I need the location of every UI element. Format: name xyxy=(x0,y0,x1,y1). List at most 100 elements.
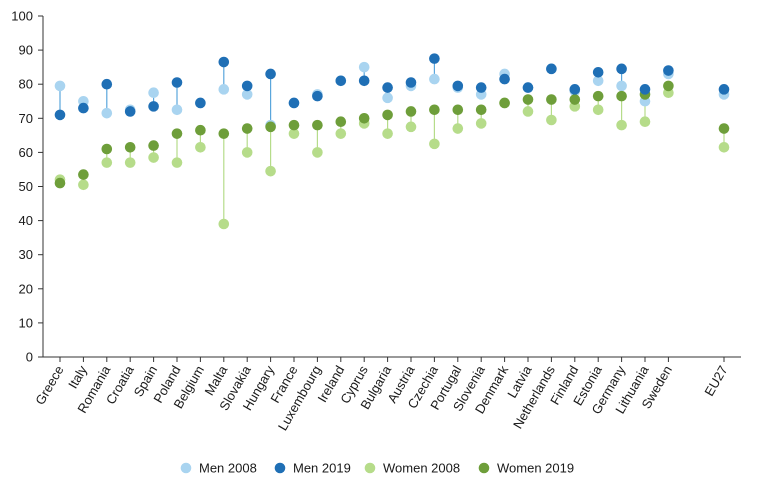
y-axis: 0 10 20 30 40 50 60 70 80 90 100 xyxy=(11,9,44,365)
legend-label-men-2019: Men 2019 xyxy=(293,461,351,476)
x-tick-label-greece: Greece xyxy=(32,363,66,407)
women-connector-lines xyxy=(59,85,725,225)
point-men-2019-finland xyxy=(569,84,581,95)
point-men-2008-spain xyxy=(148,87,159,99)
y-tick-label: 90 xyxy=(19,43,33,58)
point-women-2019-luxembourg xyxy=(312,119,323,131)
legend-swatch-women-2019 xyxy=(478,462,490,474)
point-women-2019-finland xyxy=(569,94,581,105)
point-men-2019-netherlands xyxy=(546,63,557,75)
legend-swatch-men-2008 xyxy=(180,462,192,474)
point-men-2019-italy xyxy=(78,102,89,114)
point-men-2019-latvia xyxy=(522,82,534,93)
point-women-2008-italy xyxy=(78,179,89,191)
point-women-2019-germany xyxy=(616,90,627,102)
point-women-2008-germany xyxy=(616,119,627,131)
point-men-2019-france xyxy=(288,97,300,109)
point-men-2019-bulgaria xyxy=(382,82,393,93)
legend-swatch-women-2008 xyxy=(364,462,376,474)
point-women-2008-eu27 xyxy=(718,141,730,153)
point-men-2008-malta xyxy=(218,84,230,95)
point-women-2019-slovenia xyxy=(475,104,487,116)
point-women-2008-ireland xyxy=(335,128,347,139)
point-women-2008-luxembourg xyxy=(312,147,323,158)
point-men-2008-slovakia xyxy=(241,89,253,100)
point-men-2008-germany xyxy=(616,80,627,92)
legend-label-women-2019: Women 2019 xyxy=(497,461,574,476)
point-men-2008-romania xyxy=(101,107,113,119)
point-men-2019-slovakia xyxy=(241,80,253,92)
point-women-2008-latvia xyxy=(522,106,534,117)
point-men-2008-poland xyxy=(171,104,183,116)
point-men-2019-luxembourg xyxy=(312,90,323,102)
point-women-2019-denmark xyxy=(499,97,510,109)
point-men-2019-austria xyxy=(405,77,417,88)
point-women-2019-slovakia xyxy=(241,123,253,134)
point-women-2008-france xyxy=(288,128,300,139)
y-tick-label: 50 xyxy=(19,179,33,194)
point-women-2019-estonia xyxy=(592,90,604,102)
y-tick-label: 40 xyxy=(19,213,33,228)
point-women-2008-hungary xyxy=(265,165,276,177)
point-women-2019-greece xyxy=(54,177,66,189)
point-women-2008-slovenia xyxy=(475,118,487,129)
point-women-2019-sweden xyxy=(663,80,674,92)
point-women-2019-belgium xyxy=(195,124,206,136)
point-women-2008-portugal xyxy=(452,123,464,134)
point-men-2019-hungary xyxy=(265,68,276,80)
point-women-2019-czechia xyxy=(429,104,440,116)
point-men-2008-czechia xyxy=(429,73,440,85)
y-tick-label: 80 xyxy=(19,77,33,92)
point-women-2008-spain xyxy=(148,152,159,163)
point-women-2019-ireland xyxy=(335,116,347,128)
point-women-2008-belgium xyxy=(195,141,206,153)
point-men-2019-romania xyxy=(101,78,113,90)
y-tick-label: 70 xyxy=(19,111,33,126)
point-men-2019-belgium xyxy=(195,97,206,109)
point-women-2019-romania xyxy=(101,143,113,155)
point-women-2008-poland xyxy=(171,157,183,168)
point-women-2019-spain xyxy=(148,140,159,151)
point-men-2008-greece xyxy=(54,80,66,92)
data-points xyxy=(54,53,730,230)
y-tick-label: 20 xyxy=(19,281,33,296)
point-women-2008-slovakia xyxy=(241,147,253,158)
point-men-2019-spain xyxy=(148,101,159,112)
point-women-2019-bulgaria xyxy=(382,109,393,121)
y-tick-label: 10 xyxy=(19,315,33,330)
point-men-2008-bulgaria xyxy=(382,92,393,104)
point-women-2019-latvia xyxy=(522,94,534,105)
point-women-2019-poland xyxy=(171,128,183,139)
point-women-2019-hungary xyxy=(265,121,276,133)
point-men-2019-greece xyxy=(54,109,66,121)
point-women-2008-austria xyxy=(405,121,417,133)
point-women-2008-croatia xyxy=(124,157,136,168)
point-women-2019-cyprus xyxy=(358,113,370,124)
y-tick-label: 60 xyxy=(19,145,33,160)
point-women-2019-netherlands xyxy=(546,94,557,105)
point-men-2019-poland xyxy=(171,77,183,88)
point-men-2019-estonia xyxy=(592,66,604,78)
x-tick-label-eu27: EU27 xyxy=(701,363,730,399)
point-men-2019-denmark xyxy=(499,73,510,85)
point-women-2019-austria xyxy=(405,106,417,117)
point-women-2019-malta xyxy=(218,128,230,139)
x-axis: GreeceItalyRomaniaCroatiaSpainPolandBelg… xyxy=(32,356,741,433)
point-women-2008-bulgaria xyxy=(382,128,393,139)
y-tick-label: 0 xyxy=(26,350,33,365)
point-women-2008-netherlands xyxy=(546,114,557,126)
point-men-2008-cyprus xyxy=(358,61,370,73)
point-women-2019-portugal xyxy=(452,104,464,116)
point-men-2019-czechia xyxy=(429,53,440,64)
point-men-2008-estonia xyxy=(592,75,604,87)
point-women-2019-italy xyxy=(78,169,89,180)
legend-swatch-men-2019 xyxy=(274,462,286,474)
point-men-2019-germany xyxy=(616,63,627,75)
point-women-2019-eu27 xyxy=(718,123,730,134)
point-men-2019-malta xyxy=(218,56,230,68)
legend: Men 2008 Men 2019 Women 2008 Women 2019 xyxy=(180,461,574,476)
point-men-2019-eu27 xyxy=(718,84,730,95)
legend-label-women-2008: Women 2008 xyxy=(383,461,460,476)
